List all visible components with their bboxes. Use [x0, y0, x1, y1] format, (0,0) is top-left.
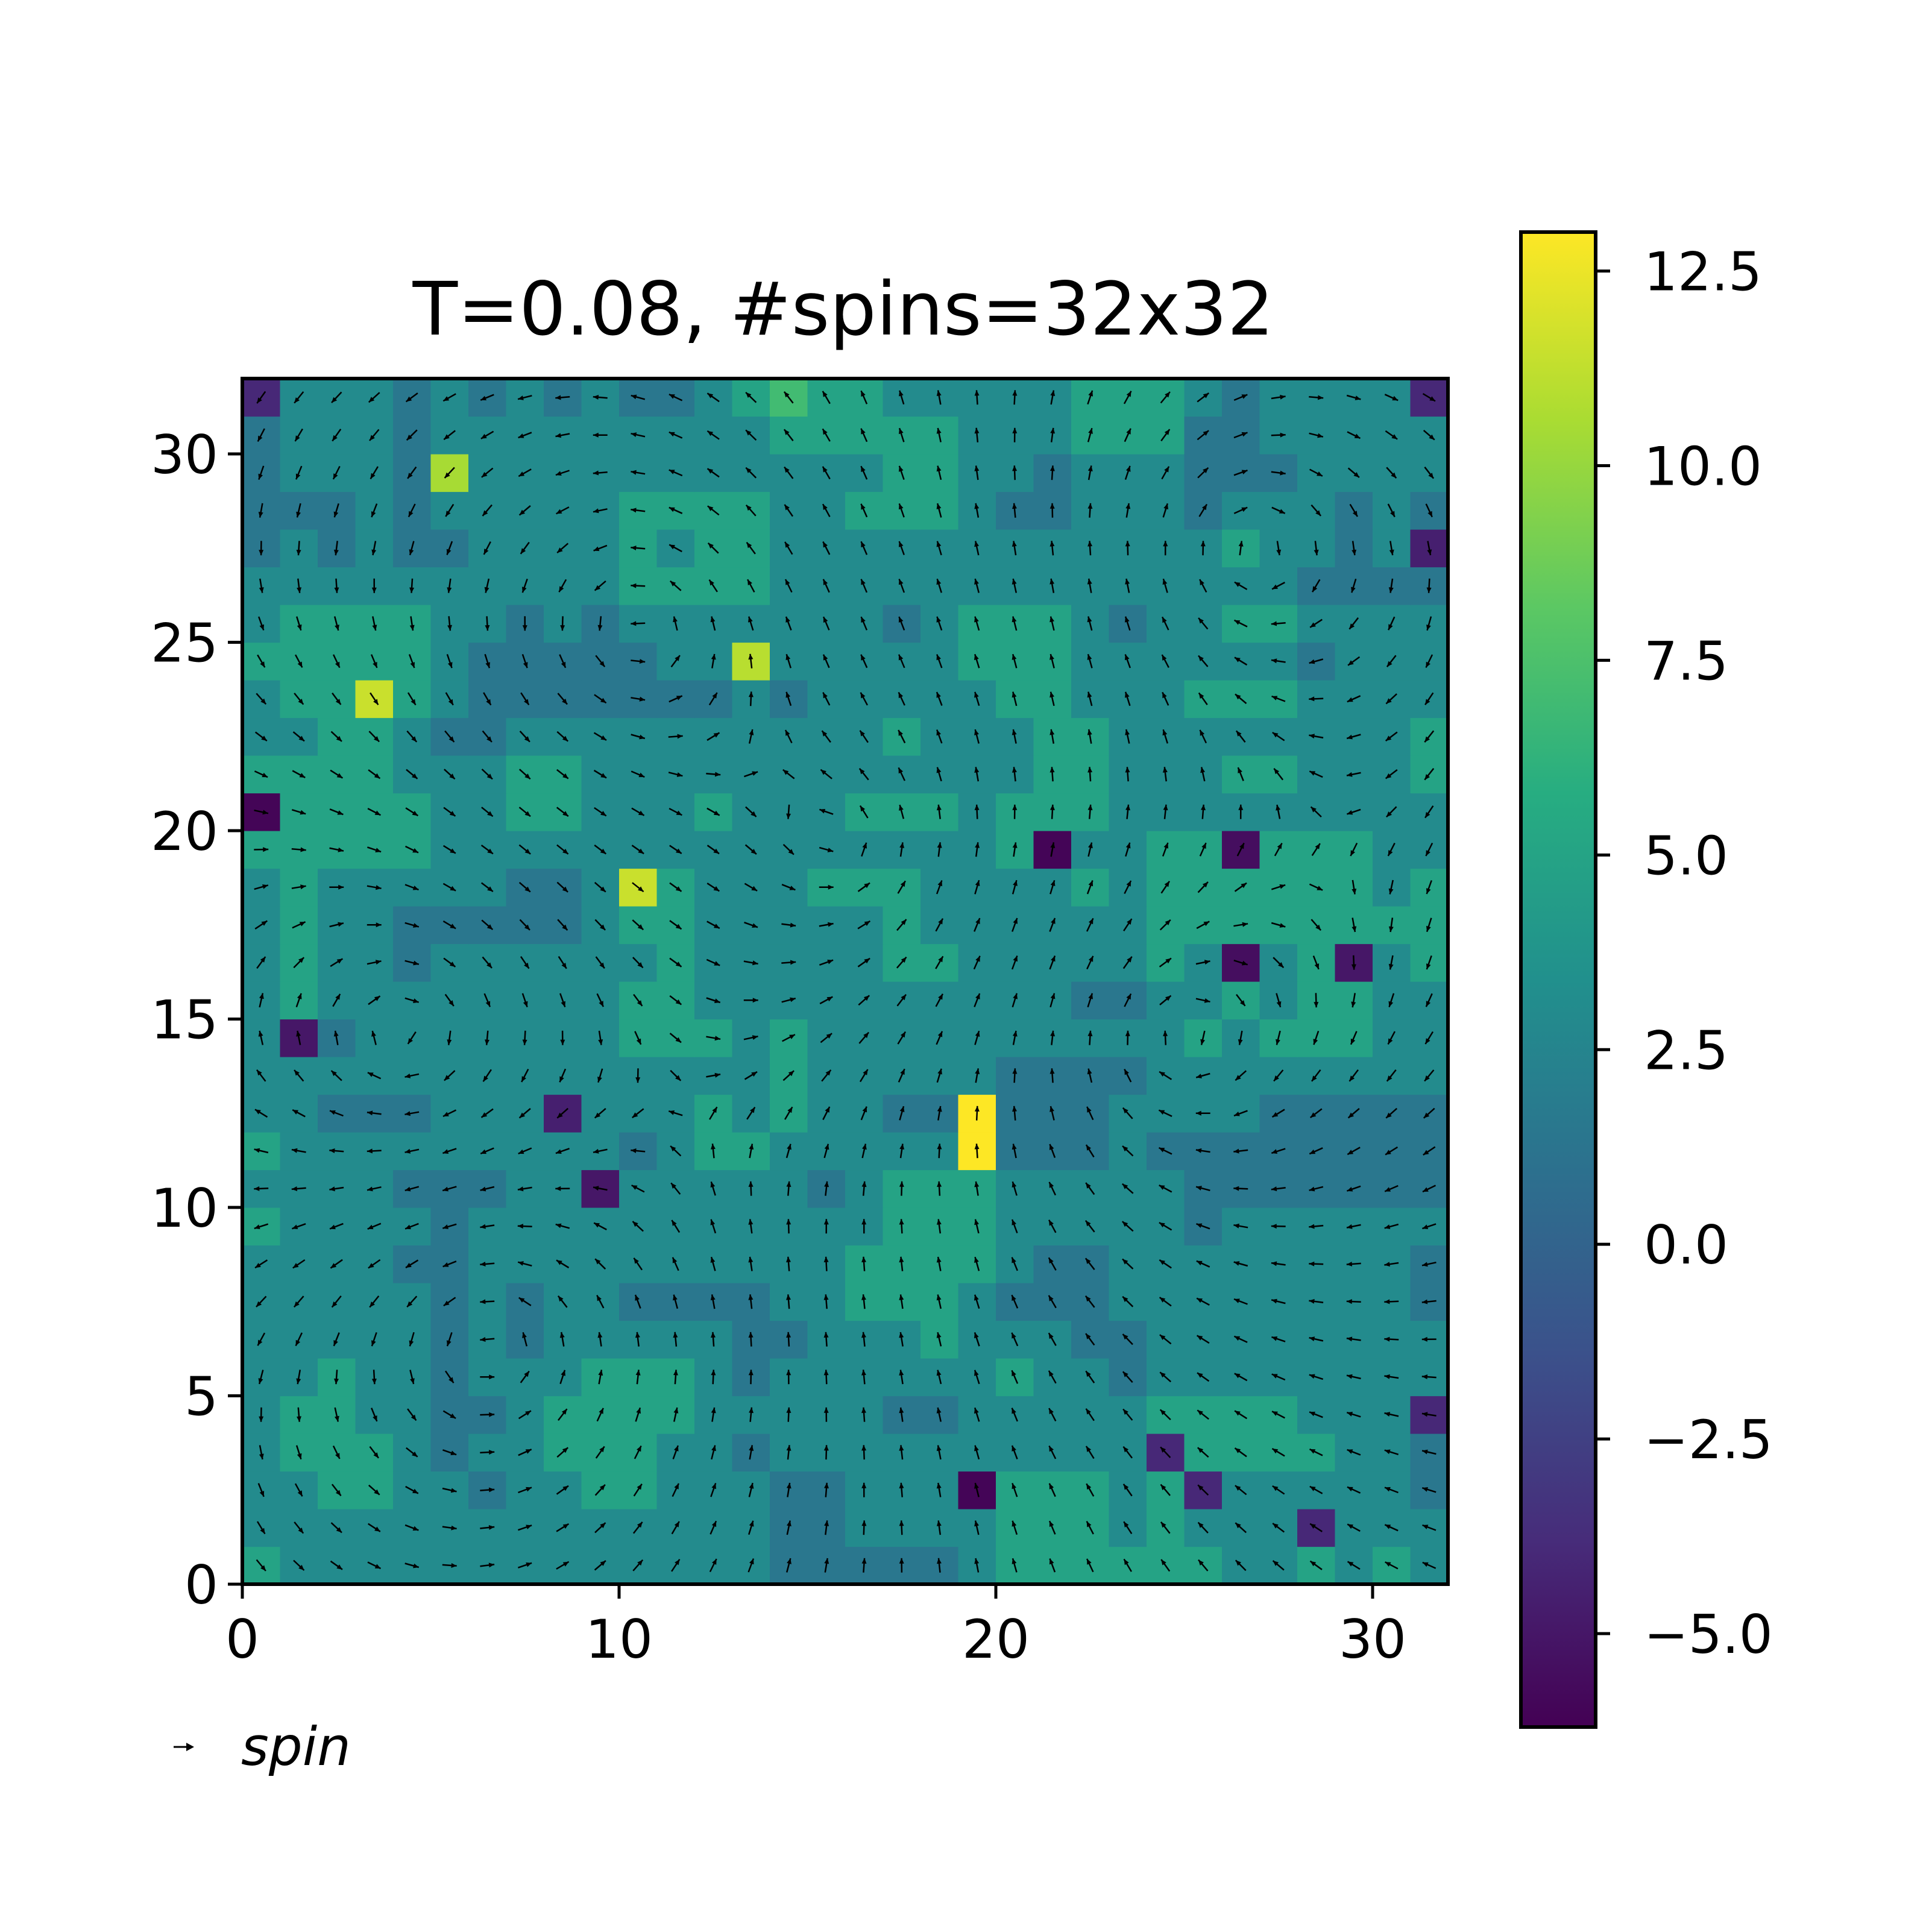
x-tick-label: 30 [1339, 1608, 1406, 1670]
y-tick-label: 25 [151, 612, 218, 675]
legend-label: spin [241, 1716, 351, 1778]
colorbar-tick-label: 2.5 [1644, 1019, 1728, 1081]
y-tick-label: 5 [184, 1366, 218, 1428]
colorbar-tick-label: 10.0 [1644, 436, 1762, 498]
y-tick-label: 30 [151, 424, 218, 486]
x-tick-label: 20 [962, 1608, 1030, 1670]
heatmap-cells [242, 379, 1449, 1585]
colorbar-tick-label: 5.0 [1644, 825, 1728, 887]
colorbar-tick-label: −2.5 [1644, 1409, 1773, 1471]
colorbar-gradient [1521, 232, 1596, 1727]
y-axis: 0 5 10 15 20 25 30 [151, 424, 242, 1616]
x-tick-label: 0 [225, 1608, 259, 1670]
colorbar-tick-label: 7.5 [1644, 630, 1728, 692]
colorbar-tick-label: 12.5 [1644, 241, 1762, 303]
x-tick-label: 10 [585, 1608, 653, 1670]
y-tick-label: 15 [151, 989, 218, 1051]
y-tick-label: 10 [151, 1177, 218, 1239]
chart-title: T=0.08, #spins=32x32 [412, 266, 1274, 352]
spin-legend: spin [174, 1716, 351, 1778]
colorbar: −5.0 −2.5 0.0 2.5 5.0 7.5 10.0 12.5 [1521, 232, 1773, 1727]
y-tick-label: 20 [151, 801, 218, 863]
legend-arrowhead-icon [186, 1743, 194, 1751]
colorbar-tick-label: −5.0 [1644, 1603, 1773, 1666]
y-tick-label: 0 [184, 1554, 218, 1616]
x-axis: 0 10 20 30 [225, 1584, 1406, 1670]
colorbar-tick-label: 0.0 [1644, 1214, 1728, 1276]
